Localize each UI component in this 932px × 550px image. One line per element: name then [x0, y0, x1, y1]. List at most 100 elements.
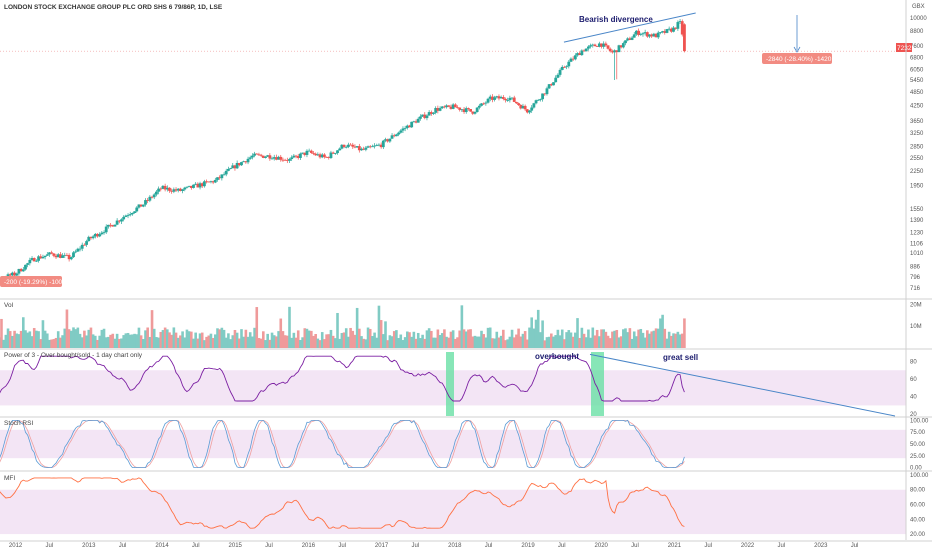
candle-body: [676, 22, 680, 29]
candle-body: [611, 51, 614, 53]
mfi-pane[interactable]: 100.00 80.00 60.00 40.00 20.00: [0, 473, 929, 538]
candle-body: [8, 274, 12, 276]
volume-bar: [19, 330, 23, 348]
time-tick-label: 2015: [229, 543, 243, 549]
candle-body: [13, 272, 16, 276]
candle-body: [401, 128, 405, 131]
time-tick-label: 2020: [595, 543, 609, 549]
price-tick-label: 6050: [910, 67, 924, 73]
volume-bar: [467, 329, 470, 348]
volume-bar: [589, 337, 592, 348]
volume-bar: [447, 337, 451, 348]
candle-body: [416, 118, 420, 123]
volume-bar: [499, 335, 503, 348]
candle-body: [307, 150, 311, 152]
candle-body: [414, 121, 418, 123]
volume-bar: [41, 320, 45, 348]
volume-bar: [318, 340, 322, 348]
volume-bar: [595, 329, 599, 348]
candle-body: [545, 88, 549, 95]
candle-body: [484, 102, 488, 104]
volume-bar: [102, 328, 106, 348]
volume-bar: [473, 335, 477, 348]
volume-bar: [59, 337, 62, 348]
candle-body: [591, 44, 595, 46]
volume-bar: [312, 335, 315, 348]
stoch-rsi-pane[interactable]: 100.00 75.00 50.00 25.00 0.00: [0, 418, 929, 472]
volume-bar: [515, 334, 518, 348]
volume-bar: [314, 334, 317, 348]
volume-bar: [508, 336, 512, 348]
volume-bar: [606, 335, 610, 348]
great-sell-annotation: great sell: [663, 353, 698, 362]
volume-bar: [680, 333, 684, 348]
volume-bar: [8, 331, 12, 348]
candle-body: [669, 28, 673, 32]
candle-body: [50, 252, 54, 254]
candle-body: [244, 161, 248, 163]
volume-bar: [661, 314, 664, 348]
volume-bar: [475, 336, 479, 348]
volume-bar: [198, 333, 202, 348]
price-tick-label: 7600: [910, 44, 924, 50]
candle-body: [56, 254, 60, 258]
volume-bar: [61, 335, 64, 348]
candle-body: [460, 109, 464, 111]
candle-body: [54, 255, 58, 258]
volume-bar: [646, 330, 649, 348]
candle-body: [37, 256, 40, 261]
volume-bar: [591, 327, 595, 348]
volume-bar: [611, 331, 614, 348]
candle-body: [323, 154, 326, 157]
time-tick-label: 2021: [668, 543, 682, 549]
time-axis[interactable]: 2012 Jul 2013 Jul 2014 Jul 2015 Jul 2016 Jul 2017 J…: [9, 543, 858, 549]
candle-body: [72, 252, 75, 258]
volume-bar: [604, 331, 608, 348]
volume-bar: [183, 337, 187, 348]
volume-bar: [70, 330, 73, 348]
candle-body: [593, 44, 597, 47]
volume-tick-label: 20M: [910, 302, 922, 308]
candle-body: [384, 139, 387, 141]
time-tick-label: 2017: [375, 543, 389, 549]
stoch-rsi-tick-label: 100.00: [910, 418, 929, 424]
volume-bar: [253, 327, 256, 348]
price-tick-label: 10000: [910, 16, 927, 22]
candle-body: [93, 233, 97, 237]
candle-body: [421, 114, 424, 117]
volume-pane[interactable]: 20M 10M: [0, 302, 922, 348]
candle-body: [314, 153, 318, 156]
right-badge-text: -2840 (-28.40%) -1420: [766, 56, 832, 63]
candle-body: [130, 212, 134, 215]
volume-bar: [172, 327, 176, 348]
candle-body: [338, 148, 342, 151]
candle-body: [499, 97, 503, 99]
volume-bar: [445, 336, 448, 348]
candle-body: [495, 96, 499, 98]
volume-bar: [482, 334, 485, 348]
candle-body: [366, 146, 370, 148]
candle-body: [643, 32, 647, 34]
price-tick-label: 1010: [910, 251, 924, 257]
oscillator-label: Power of 3 - Over bought/sold - 1 day ch…: [4, 352, 143, 359]
candle-body: [185, 186, 189, 188]
volume-bar: [362, 338, 365, 348]
volume-bar: [652, 330, 656, 348]
candle-body: [530, 107, 534, 111]
oscillator-tick-label: 60: [910, 377, 917, 383]
price-pane[interactable]: 10000 8800 7600 6800 6050 5450 4850 4250 3650 325…: [0, 12, 927, 292]
candle-body: [663, 31, 667, 33]
candle-body: [436, 108, 440, 111]
candle-body: [615, 50, 619, 53]
oscillator-pane[interactable]: 80 60 40 20: [0, 352, 917, 418]
candle-body: [654, 33, 658, 38]
candle-body: [606, 45, 610, 49]
volume-bar: [190, 331, 193, 348]
volume-bar: [635, 336, 638, 348]
candle-body: [423, 114, 427, 119]
candle-body: [52, 253, 56, 256]
candle-body: [181, 189, 184, 191]
oscillator-trendline: [589, 353, 896, 417]
candle-body: [597, 43, 601, 47]
volume-bar: [521, 333, 525, 348]
